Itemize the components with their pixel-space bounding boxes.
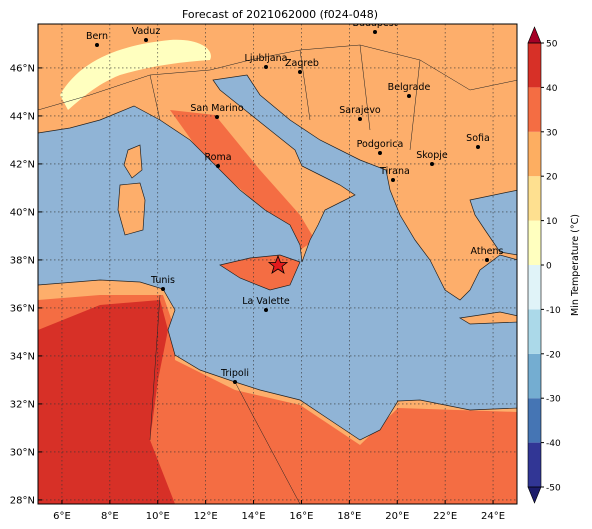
city-label: Sofia [466, 133, 490, 144]
graticule [38, 24, 517, 504]
colorbar-band [528, 398, 541, 443]
city-dot [373, 30, 377, 34]
cities: Bern Vaduz Budapest Ljubljana Zagreb Bel… [86, 18, 504, 384]
city-label: Tripoli [220, 368, 249, 379]
city-label: Skopje [416, 150, 448, 161]
x-tick-label: 24°E [481, 511, 505, 522]
hot-zone [38, 300, 175, 504]
colorbar-band [528, 265, 541, 310]
colorbar-band [528, 87, 541, 132]
colorbar-band [528, 353, 541, 399]
borders [38, 44, 517, 504]
y-tick-label: 44°N [10, 111, 35, 122]
city-dot [95, 43, 99, 47]
city-label: Roma [204, 152, 231, 163]
city-dot [476, 145, 480, 149]
city-label: Athens [471, 246, 504, 257]
x-tick-label: 16°E [289, 511, 313, 522]
city-dot [144, 38, 148, 42]
colorbar-extend [527, 486, 542, 504]
colorbar: -50 -40 -30 -20 -10 0 10 20 30 40 50 [527, 26, 561, 504]
map-frame [37, 23, 518, 505]
y-tick-label: 42°N [10, 159, 35, 170]
city-dot [161, 287, 165, 291]
city-label: Vaduz [132, 26, 161, 37]
x-tick-label: 8°E [101, 511, 119, 522]
city-label: La Valette [242, 296, 290, 307]
colorbar-tick-label: -40 [546, 439, 561, 449]
island [123, 144, 143, 179]
y-tick-label: 40°N [10, 207, 35, 218]
colorbar-band [528, 43, 541, 88]
sea [469, 189, 517, 256]
y-tick-label: 38°N [10, 255, 35, 266]
colorbar-band [528, 220, 541, 265]
title: Forecast of 2021062000 (f024-048) [182, 8, 378, 21]
y-tick-label: 32°N [10, 399, 35, 410]
city-label: Zagreb [285, 58, 319, 69]
colorbar-band [528, 309, 541, 354]
city-label: Tirana [379, 166, 410, 177]
cool-zone [60, 39, 211, 110]
x-tick-label: 10°E [146, 511, 170, 522]
city-label: Tunis [150, 275, 175, 286]
city-dot [264, 308, 268, 312]
star-marker [267, 254, 289, 274]
colorbar-band [528, 131, 541, 177]
city-dot [391, 178, 395, 182]
city-label: Belgrade [388, 82, 431, 93]
colorbar-tick-label: -20 [546, 350, 561, 360]
city-dot [407, 94, 411, 98]
x-tick-label: 14°E [242, 511, 266, 522]
x-tick-label: 18°E [337, 511, 361, 522]
city-label: Sarajevo [339, 105, 381, 116]
x-tick-label: 6°E [53, 511, 71, 522]
city-dot [215, 115, 219, 119]
colorbar-tick-label: 40 [546, 84, 558, 94]
y-tick-label: 46°N [10, 63, 35, 74]
x-tick-label: 22°E [433, 511, 457, 522]
x-tick-label: 12°E [194, 511, 218, 522]
colorbar-label: Min Temperature (°C) [570, 214, 581, 316]
colorbar-tick-label: 10 [546, 217, 558, 227]
city-label: Ljubljana [245, 53, 288, 64]
city-dot [216, 164, 220, 168]
x-tick-label: 20°E [385, 511, 409, 522]
y-tick-label: 36°N [10, 303, 35, 314]
colorbar-tick-label: -10 [546, 306, 561, 316]
city-label: Bern [86, 31, 108, 42]
city-label: Budapest [353, 18, 398, 29]
colorbar-band [528, 442, 541, 487]
colorbar-tick-label: -50 [546, 484, 561, 494]
city-dot [358, 117, 362, 121]
colorbar-tick-label: 0 [546, 262, 552, 272]
axes: 6°E 8°E 10°E 12°E 14°E 16°E 18°E 20°E 22°E 24°E 28… [10, 63, 505, 522]
y-tick-label: 30°N [10, 447, 35, 458]
city-dot [298, 70, 302, 74]
y-tick-label: 28°N [10, 495, 35, 506]
colorbar-band [528, 176, 541, 221]
city-label: Podgorica [357, 139, 404, 150]
y-tick-label: 34°N [10, 351, 35, 362]
city-dot [485, 258, 489, 262]
city-dot [264, 65, 268, 69]
map-area: Bern Vaduz Budapest Ljubljana Zagreb Bel… [38, 18, 517, 504]
city-dot [233, 380, 237, 384]
colorbar-tick-label: 30 [546, 128, 558, 138]
island [117, 182, 146, 236]
city-dot [378, 151, 382, 155]
city-dot [430, 162, 434, 166]
warm-zone [170, 110, 315, 250]
colorbar-tick-label: 20 [546, 173, 558, 183]
colorbar-extend [527, 26, 542, 44]
colorbar-tick-label: -30 [546, 395, 561, 405]
colorbar-tick-label: 50 [546, 40, 558, 50]
city-label: San Marino [190, 103, 243, 114]
